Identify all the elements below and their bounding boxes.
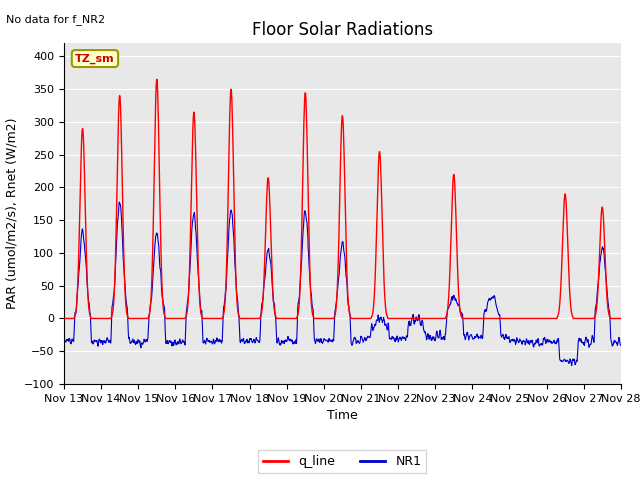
Title: Floor Solar Radiations: Floor Solar Radiations — [252, 21, 433, 39]
X-axis label: Time: Time — [327, 409, 358, 422]
Text: No data for f_NR2: No data for f_NR2 — [6, 14, 106, 25]
Y-axis label: PAR (umol/m2/s), Rnet (W/m2): PAR (umol/m2/s), Rnet (W/m2) — [5, 118, 19, 309]
Legend: q_line, NR1: q_line, NR1 — [259, 450, 426, 473]
Text: TZ_sm: TZ_sm — [75, 53, 115, 64]
